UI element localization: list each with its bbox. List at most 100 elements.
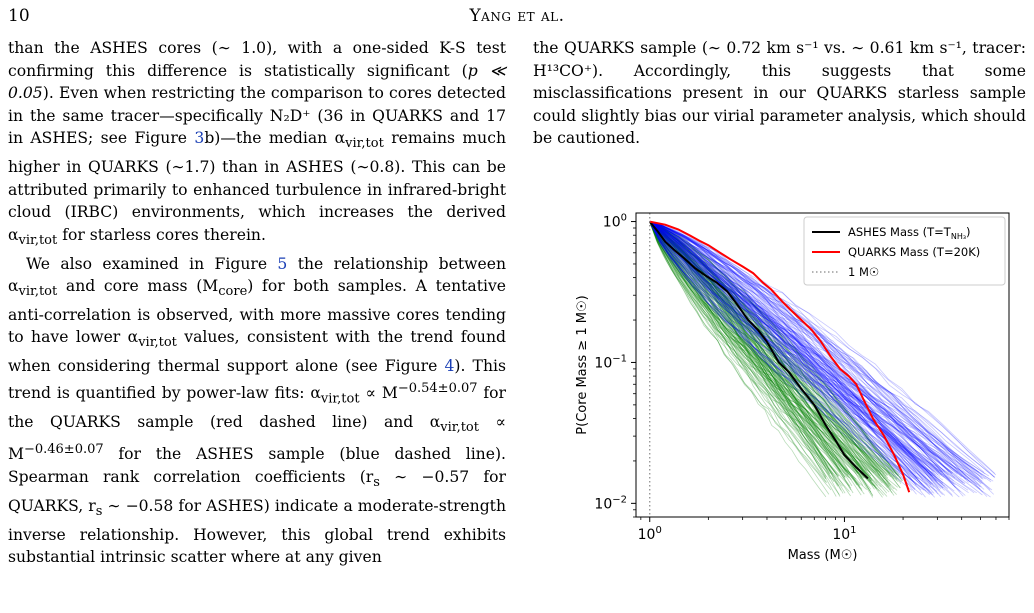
x-tick-label: 101 [832,525,856,543]
right-column: the QUARKS sample (∼ 0.72 km s⁻¹ vs. ∼ 0… [533,37,1026,150]
ensemble-line [649,221,839,487]
ensemble-line [649,221,983,482]
ensemble-line [649,221,840,477]
ensemble-line [649,221,980,473]
ensemble-line [649,221,992,483]
ensemble-line [649,221,994,482]
ensemble-line [649,221,899,476]
ensemble-line [649,221,835,482]
ensemble-line [649,221,958,475]
series-lines [648,220,911,493]
ensemble-line [649,221,943,495]
ensemble-line [649,221,861,489]
ensemble-line [649,221,944,484]
ensemble-line [649,221,843,487]
ensemble-line [649,221,872,475]
ensemble-line [649,221,918,479]
ensemble-line [649,221,973,484]
ensemble-line [649,221,946,496]
ensemble-line [649,221,953,496]
ensemble-line [649,221,882,473]
ensemble-line [649,221,849,476]
ensemble-line [649,221,890,474]
ensemble-line [649,221,888,497]
ensemble-line [649,221,925,491]
ensemble-line [649,221,933,494]
ensemble-line [649,221,885,474]
ensemble-line [649,221,841,473]
ensemble-line [649,221,934,496]
figure-ref-5[interactable]: 5 [277,254,288,273]
ensemble-line [649,221,877,473]
ensemble-line [649,221,875,474]
ensemble-line [649,221,942,473]
ensemble-line [649,221,849,477]
ensemble-line [649,221,857,480]
figure-ref-4[interactable]: 4 [444,357,455,376]
ensemble-line [649,221,956,486]
ensemble-line [649,221,932,495]
ensemble-line [649,221,902,484]
ensemble-line [649,221,991,498]
ensemble-line [649,221,901,489]
ensemble-line [649,221,942,473]
ensemble-line [649,221,846,478]
ensemble-line [649,221,938,483]
ensemble-line [649,221,930,494]
ensemble-line [649,221,867,490]
ensemble-line [649,221,880,492]
ensemble-line [649,221,841,497]
ensemble-line [649,221,996,478]
ensemble-line [649,221,981,488]
ensemble-line [649,221,830,475]
ensemble-line [649,221,935,494]
ensemble-line [649,221,919,480]
ensemble-line [649,221,949,489]
ensemble-line [649,221,827,498]
ensemble-line [649,221,964,473]
ensemble-line [649,221,983,480]
ensemble-line [649,221,878,484]
ensemble-line [649,221,976,480]
ensemble-line [649,221,966,485]
ensemble-line [649,221,983,484]
ensemble-line [649,221,840,486]
figure-cdf: 100 101 100 10−1 10−2 Mass (M☉) P(Core Mass ≥ … [533,196,1034,609]
ensemble-line [649,221,902,473]
ensemble-line [649,221,945,491]
ensemble-line [649,221,986,480]
ensemble-line [649,221,969,480]
ensemble-line [649,221,951,480]
ensemble-line [649,221,982,488]
axes: 100 101 100 10−1 10−2 Mass (M☉) P(Core Mass ≥ … [575,212,1010,563]
ensemble-line [649,221,853,487]
ensemble-line [649,221,917,495]
ensemble-line [649,221,954,482]
ensemble-line [649,221,991,491]
ensemble-line [649,221,983,476]
ensemble-line [649,221,977,494]
ensemble-line [649,221,900,476]
ensemble-line [649,221,904,482]
ensemble-line [649,221,924,481]
ensemble-line [649,221,878,490]
figure-ref-3[interactable]: 3 [194,129,205,148]
ensemble-line [649,221,939,495]
ensemble-line [649,221,878,486]
ensemble-line [649,221,852,481]
x-tick-label: 100 [638,525,662,543]
series-line-1 [649,220,911,493]
ensemble-line [649,221,874,486]
legend-box [803,216,1006,286]
ensemble-line [649,221,975,494]
ensemble-line [649,221,927,492]
ensemble-line [649,221,943,476]
ensemble-line [649,221,937,481]
ensemble-line [649,221,966,496]
ensemble-line [649,221,863,490]
ensemble-line [649,221,862,496]
ensemble-line [649,221,933,474]
running-title: Yang et al. [469,6,565,26]
ensemble-line [649,221,858,474]
ensemble-line [649,221,941,491]
